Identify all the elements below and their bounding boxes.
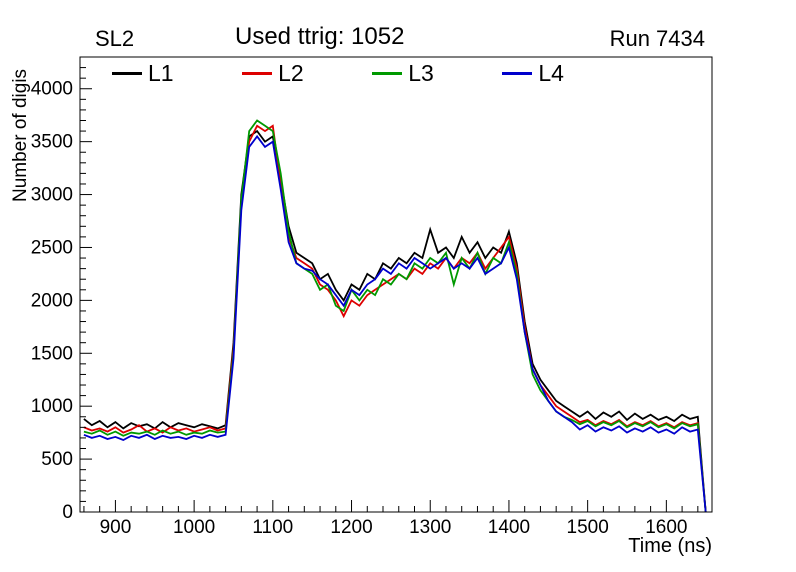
x-axis-title: Time (ns) (628, 535, 712, 557)
x-tick-label: 1000 (173, 517, 215, 538)
y-tick-label: 1000 (31, 396, 73, 417)
legend-line-l1-icon (112, 72, 142, 75)
y-tick-label: 500 (41, 449, 73, 470)
x-tick-label: 900 (100, 517, 132, 538)
plot-title: Used ttrig: 1052 (235, 23, 405, 50)
y-tick-label: 1500 (31, 343, 73, 364)
x-tick-label: 1200 (330, 517, 372, 538)
x-tick-label: 1300 (409, 517, 451, 538)
legend-label-l4: L4 (538, 60, 564, 86)
legend-item-l3: L3 (372, 60, 434, 87)
legend-item-l2: L2 (242, 60, 304, 87)
x-tick-label: 1400 (488, 517, 530, 538)
x-tick-label: 1600 (645, 517, 687, 538)
legend-line-l4-icon (502, 72, 533, 75)
y-tick-label: 2000 (31, 290, 73, 311)
legend-item-l4: L4 (502, 60, 564, 87)
y-tick-label: 3000 (31, 185, 73, 206)
y-tick-label: 0 (62, 502, 73, 523)
superlayer-label: SL2 (95, 26, 135, 51)
series-line-l3 (83, 119, 707, 513)
legend-line-l3-icon (372, 72, 403, 75)
y-tick-label: 3500 (31, 132, 73, 153)
legend-label-l1: L1 (148, 60, 174, 86)
y-tick-label: 2500 (31, 237, 73, 258)
legend-item-l1: L1 (112, 60, 174, 87)
x-tick-label: 1100 (252, 517, 293, 538)
legend: L1 L2 L3 L4 (112, 60, 564, 87)
series-line-l4 (83, 134, 707, 513)
legend-line-l2-icon (242, 72, 273, 75)
plot-frame (79, 56, 713, 513)
series-line-l1 (83, 129, 707, 513)
y-axis-title: Number of digis (10, 68, 31, 202)
x-tick-label: 1500 (567, 517, 609, 538)
series-line-l2 (83, 124, 707, 513)
legend-label-l3: L3 (408, 60, 434, 86)
legend-label-l2: L2 (278, 60, 304, 86)
run-label: Run 7434 (609, 26, 705, 51)
y-tick-label: 4000 (31, 79, 73, 100)
